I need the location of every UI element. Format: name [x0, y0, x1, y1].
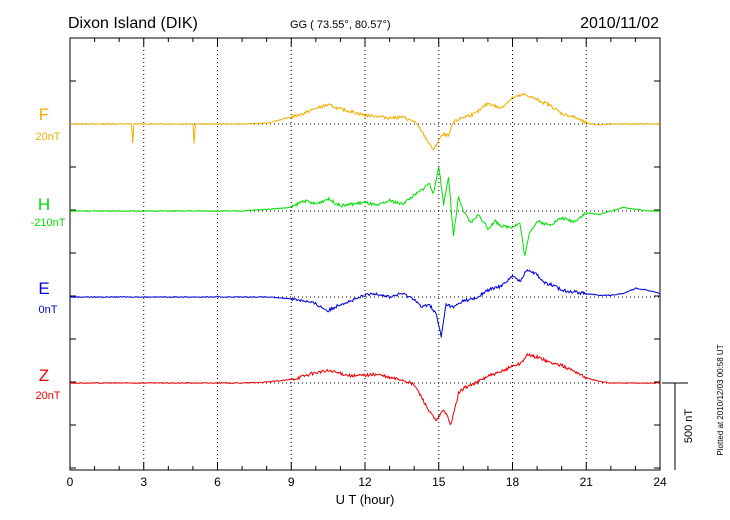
x-tick-label: 6 — [214, 475, 221, 489]
series-offset-label: 0nT — [39, 304, 58, 316]
series-line-h — [70, 166, 661, 256]
series-name-label: E — [38, 279, 49, 298]
x-tick-label: 21 — [580, 475, 594, 489]
series-offset-label: -210nT — [31, 217, 66, 229]
axis-ticks: 0 3 6 9 12 15 18 21 24 — [67, 38, 667, 489]
series-line-z — [69, 353, 661, 426]
series-name-label: Z — [39, 366, 49, 385]
x-tick-label: 3 — [140, 475, 147, 489]
x-axis-label: U T (hour) — [336, 492, 395, 507]
plot-date: 2010/11/02 — [580, 15, 659, 32]
series-lines — [69, 93, 661, 426]
station-title: Dixon Island (DIK) — [68, 15, 198, 32]
series-line-f — [69, 93, 661, 151]
x-tick-label: 0 — [67, 475, 74, 489]
x-tick-label: 15 — [432, 475, 446, 489]
plotted-at-note: Plotted at 2010/12/03 00:58 UT — [716, 344, 725, 455]
series-name-label: H — [38, 195, 50, 214]
x-tick-label: 24 — [653, 475, 667, 489]
scale-bar: 500 nT — [662, 382, 695, 470]
series-line-e — [69, 268, 661, 338]
x-tick-label: 12 — [358, 475, 372, 489]
gridlines — [70, 38, 660, 470]
x-tick-label: 18 — [506, 475, 520, 489]
scale-bar-label: 500 nT — [683, 409, 695, 444]
station-coordinates: GG ( 73.55°, 80.57°) — [290, 19, 391, 31]
series-offset-label: 20nT — [35, 131, 60, 143]
series-labels: F 20nT H -210nT E 0nT Z 20nT — [31, 105, 66, 402]
series-offset-label: 20nT — [35, 390, 60, 402]
series-name-label: F — [39, 105, 49, 124]
x-tick-label: 9 — [288, 475, 295, 489]
